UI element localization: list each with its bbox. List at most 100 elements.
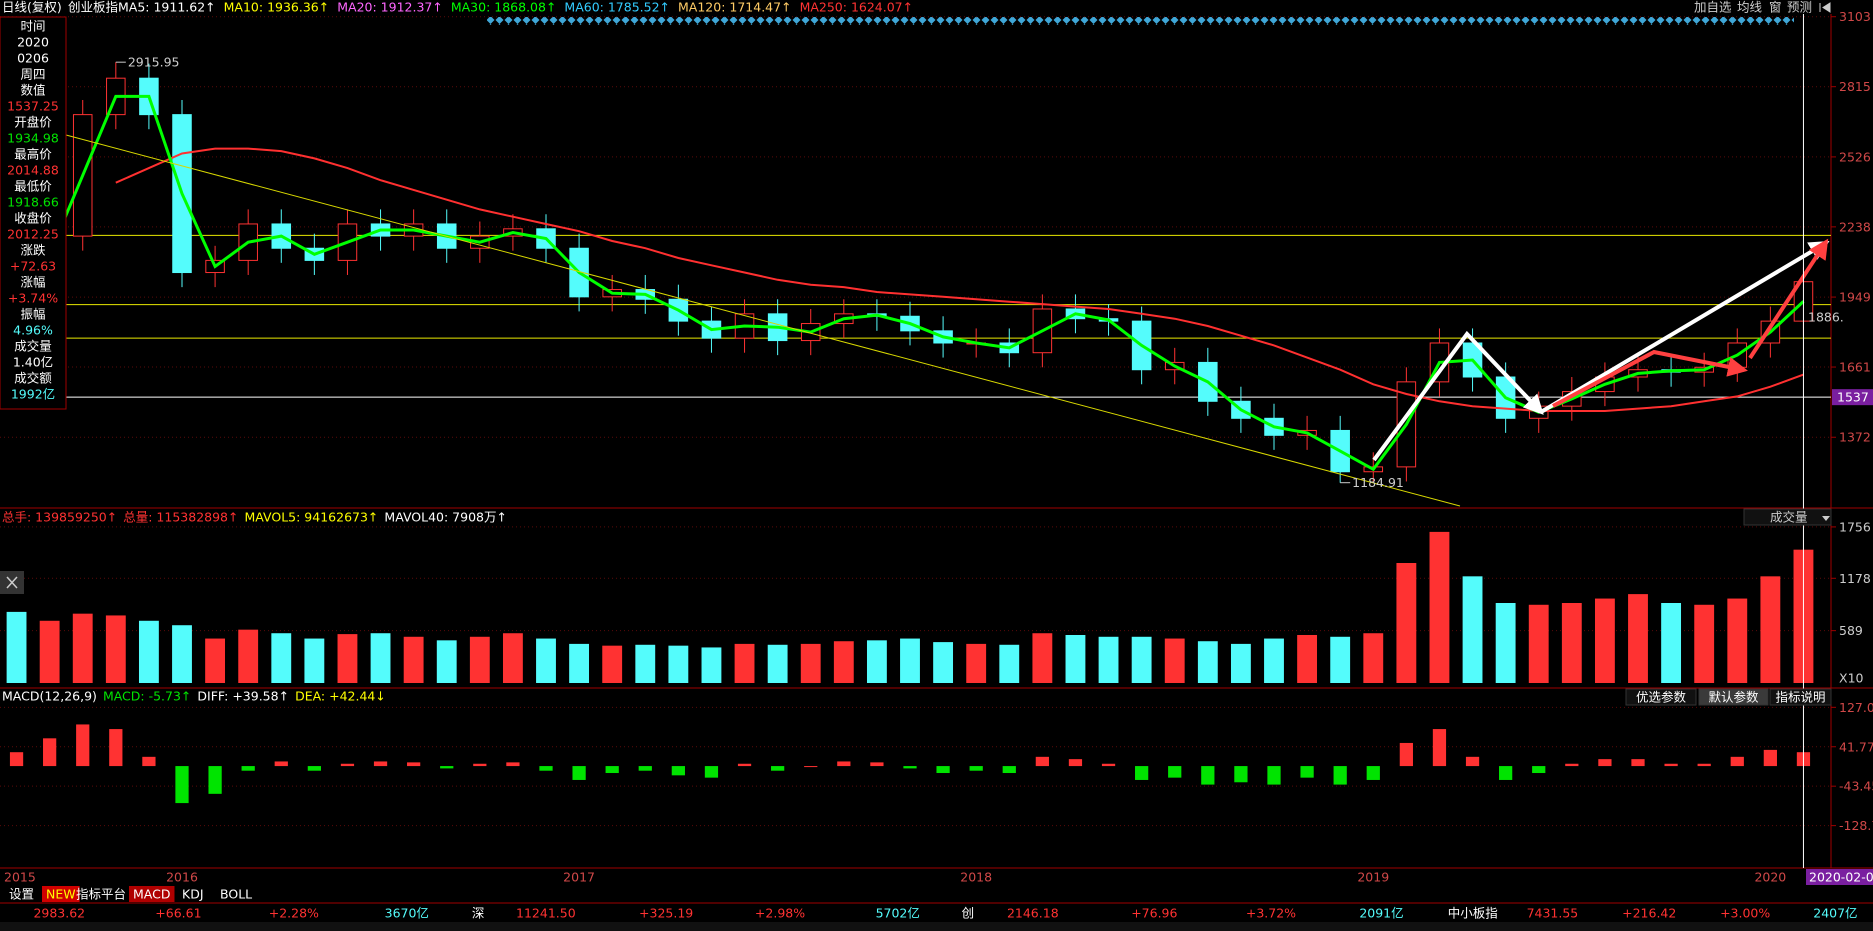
- bar: [737, 763, 752, 767]
- bar: [1363, 633, 1384, 683]
- info-value: 1918.66: [7, 195, 59, 210]
- bar: [1366, 766, 1380, 780]
- ticker-item: 深: [472, 906, 485, 921]
- tab[interactable]: 指标平台: [76, 887, 126, 902]
- bar: [1532, 766, 1546, 774]
- bar: [572, 766, 586, 780]
- bar: [999, 644, 1020, 683]
- header-item: DEA: +42.44↓: [295, 689, 386, 704]
- bar: [1499, 766, 1513, 780]
- bar: [1432, 729, 1447, 767]
- param-button[interactable]: 默认参数: [1708, 690, 1759, 705]
- x-tick-label: 2019: [1357, 870, 1389, 885]
- bar: [1201, 766, 1215, 785]
- bar: [238, 629, 259, 683]
- y-tick-label: 41.77: [1839, 739, 1873, 754]
- param-button[interactable]: 优选参数: [1636, 690, 1687, 705]
- ticker-item: 2146.18: [1007, 906, 1059, 921]
- tab[interactable]: MACD: [133, 887, 170, 902]
- bar: [569, 643, 590, 683]
- bar: [1264, 638, 1284, 683]
- bar: [9, 752, 24, 767]
- y-tick-label: -43.45: [1839, 779, 1873, 794]
- tab-bg: [42, 886, 80, 902]
- tool-button[interactable]: 预测: [1787, 0, 1812, 15]
- ticker-item: +3.72%: [1246, 906, 1296, 921]
- info-value: +72.63: [10, 259, 56, 274]
- header-item: MA60: 1785.52↑: [564, 0, 670, 15]
- param-button-bg[interactable]: [1769, 688, 1832, 706]
- ticker-item: 2407亿: [1813, 906, 1857, 921]
- y-tick-label: 127.0: [1839, 700, 1873, 715]
- bar: [1594, 598, 1615, 683]
- tab[interactable]: NEW: [46, 887, 76, 902]
- bar: [473, 763, 487, 767]
- bar: [1760, 576, 1781, 683]
- bar: [502, 633, 523, 683]
- drawings: [65, 134, 1830, 507]
- ticker-item: +66.61: [155, 906, 201, 921]
- info-label: 涨幅: [20, 275, 45, 290]
- y-tick-label: 2526: [1839, 149, 1871, 164]
- bar: [1465, 756, 1480, 767]
- selector-bg[interactable]: [1743, 508, 1832, 526]
- bar: [1297, 635, 1318, 683]
- bar: [1164, 638, 1185, 683]
- cursor-date: 2020-02-06: [1809, 870, 1873, 885]
- cursor-value-bg: [1832, 389, 1873, 406]
- param-button[interactable]: 指标说明: [1775, 690, 1825, 705]
- bar: [638, 766, 652, 771]
- bar: [1730, 756, 1744, 767]
- tab[interactable]: KDJ: [182, 887, 204, 902]
- bar: [403, 636, 424, 683]
- ticker-item: +76.96: [1131, 906, 1177, 921]
- info-value: 1537.25: [7, 99, 59, 114]
- bar: [1131, 636, 1152, 683]
- info-value: 4.96%: [13, 323, 53, 338]
- bar: [208, 766, 222, 794]
- ticker-item: +2.98%: [755, 906, 805, 921]
- bar: [1168, 766, 1182, 778]
- tool-button[interactable]: 加自选: [1694, 0, 1732, 15]
- tab[interactable]: 设置: [9, 887, 34, 902]
- tab[interactable]: BOLL: [220, 887, 252, 902]
- signal-strip: [487, 17, 1794, 25]
- bar: [903, 766, 917, 769]
- bar: [1230, 643, 1251, 683]
- info-label: 振幅: [20, 307, 45, 322]
- bar: [1694, 604, 1715, 683]
- bar: [175, 766, 189, 804]
- bar: [1300, 766, 1314, 778]
- ticker-item: 2983.62: [33, 906, 85, 921]
- bar: [833, 641, 854, 683]
- indicator-selector[interactable]: 成交量: [1770, 510, 1808, 525]
- header-item: MA30: 1868.08↑: [451, 0, 557, 15]
- bar: [1234, 766, 1248, 783]
- x-tick-label: 2018: [960, 870, 992, 885]
- bar: [1101, 763, 1116, 767]
- tool-button[interactable]: 均线: [1737, 0, 1763, 15]
- y-tick-label: 1949: [1839, 290, 1871, 305]
- ticker-item: 7431.55: [1527, 906, 1579, 921]
- header-item: MA10: 1936.36↑: [224, 0, 330, 15]
- bar: [900, 638, 920, 683]
- ticker-item: +325.19: [639, 906, 693, 921]
- header-item: DIFF: +39.58↑: [197, 689, 289, 704]
- bar: [936, 766, 950, 774]
- bar: [407, 762, 421, 767]
- param-button-bg[interactable]: [1625, 688, 1697, 706]
- bar: [539, 766, 553, 771]
- bar: [274, 761, 288, 767]
- param-button-bg[interactable]: [1698, 688, 1769, 706]
- bar: [671, 766, 685, 776]
- trend-line: [65, 134, 1461, 507]
- bar: [43, 738, 57, 767]
- info-label: 开盘价: [14, 115, 52, 130]
- frame: [0, 14, 1873, 904]
- bar: [1065, 635, 1086, 683]
- bar: [1135, 766, 1149, 780]
- bar: [1561, 603, 1582, 683]
- tool-button[interactable]: 窗: [1769, 0, 1782, 15]
- ticker-strip: [0, 922, 1873, 931]
